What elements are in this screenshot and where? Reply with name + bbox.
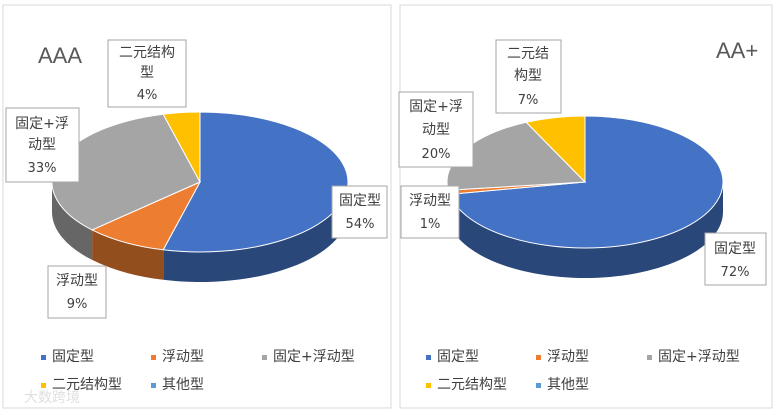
- left-pie-side-1: [92, 229, 164, 280]
- right-binary-line1: 二元结: [507, 46, 549, 62]
- left-label-float: 浮动型 9%: [47, 265, 107, 319]
- left-pie-slice-1: [90, 180, 202, 251]
- left-pie-side-0: [163, 182, 348, 282]
- right-legend-item-1: 浮动型: [547, 349, 589, 365]
- right-fixed-value: 72%: [721, 265, 750, 280]
- left-mixed-value: 33%: [28, 161, 57, 176]
- left-mixed-line1: 固定+浮: [15, 116, 69, 132]
- right-legend-swatch-1: [536, 355, 541, 360]
- left-legend-item-1: 浮动型: [162, 349, 204, 365]
- left-legend-swatch-0: [41, 355, 46, 360]
- left-legend-swatch-1: [151, 355, 156, 360]
- left-fixed-name: 固定型: [339, 193, 381, 209]
- left-legend-item-4: 其他型: [162, 377, 204, 393]
- right-legend-swatch-4: [536, 383, 541, 388]
- left-legend-swatch-3: [41, 383, 46, 388]
- right-float-name: 浮动型: [409, 193, 451, 209]
- left-binary-value: 4%: [137, 88, 158, 103]
- left-pie: [51, 111, 349, 282]
- right-label-mixed: 固定+浮 动型 20%: [398, 91, 474, 168]
- right-binary-value: 7%: [518, 93, 539, 108]
- left-pie-side-2: [52, 182, 93, 260]
- right-legend-swatch-0: [426, 355, 431, 360]
- left-binary-line1: 二元结构: [119, 45, 175, 61]
- right-fixed-name: 固定型: [714, 241, 756, 257]
- right-legend-item-2: 固定+浮动型: [658, 349, 740, 365]
- watermark: 大数跨境: [24, 390, 80, 406]
- left-label-fixed: 固定型 54%: [331, 185, 388, 239]
- right-label-fixed: 固定型 72%: [704, 232, 767, 286]
- left-float-name: 浮动型: [56, 273, 98, 289]
- left-legend-item-2: 固定+浮动型: [273, 349, 355, 365]
- left-label-binary: 二元结构 型 4%: [107, 39, 187, 108]
- left-legend-swatch-4: [151, 383, 156, 388]
- left-mixed-line2: 动型: [28, 137, 56, 153]
- right-legend-swatch-3: [426, 383, 431, 388]
- right-mixed-line2: 动型: [422, 122, 450, 138]
- right-legend-item-3: 二元结构型: [437, 377, 507, 393]
- right-legend-swatch-2: [647, 355, 652, 360]
- right-legend-item-0: 固定型: [437, 349, 479, 365]
- left-legend-item-0: 固定型: [52, 349, 94, 365]
- left-pie-slice-3: [162, 111, 201, 183]
- right-pie-side-0: [449, 182, 723, 278]
- right-chart-title: AA+: [716, 38, 758, 63]
- right-pie: [446, 115, 724, 278]
- right-label-binary: 二元结 构型 7%: [495, 39, 562, 114]
- left-fixed-value: 54%: [346, 217, 375, 232]
- left-binary-line2: 型: [140, 65, 154, 81]
- left-chart-title: AAA: [38, 43, 82, 68]
- right-pie-slice-3: [525, 115, 586, 184]
- left-float-value: 9%: [67, 297, 88, 312]
- right-mixed-value: 20%: [422, 147, 451, 162]
- right-pie-slice-0: [448, 115, 724, 249]
- right-legend-item-4: 其他型: [547, 377, 589, 393]
- right-binary-line2: 构型: [514, 68, 542, 84]
- right-mixed-line1: 固定+浮: [409, 99, 463, 115]
- left-legend-swatch-2: [262, 355, 267, 360]
- left-label-mixed: 固定+浮 动型 33%: [5, 107, 80, 183]
- left-legend-item-3: 二元结构型: [52, 377, 122, 393]
- right-label-float: 浮动型 1%: [400, 185, 460, 239]
- right-float-value: 1%: [420, 217, 441, 232]
